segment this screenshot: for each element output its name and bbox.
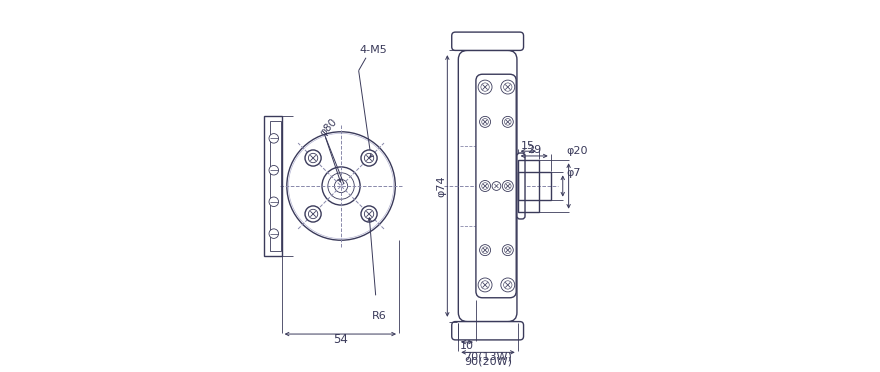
Circle shape [305,206,321,222]
Bar [517,173,551,199]
FancyBboxPatch shape [451,32,524,51]
FancyBboxPatch shape [458,51,517,321]
Circle shape [480,180,490,192]
Circle shape [269,197,279,206]
Circle shape [305,150,321,166]
FancyBboxPatch shape [476,74,517,298]
Circle shape [269,166,279,175]
Circle shape [502,245,513,256]
Circle shape [502,116,513,127]
Text: φ80: φ80 [319,117,340,138]
Circle shape [361,206,378,222]
Circle shape [480,245,490,256]
Circle shape [361,150,378,166]
Bar [264,116,282,256]
Text: 29: 29 [527,145,541,155]
Circle shape [478,80,492,94]
Circle shape [480,116,490,127]
Text: 4-M5: 4-M5 [359,45,387,55]
Bar [269,121,281,251]
FancyBboxPatch shape [517,153,525,219]
Circle shape [269,229,279,238]
Text: φ7: φ7 [567,168,581,178]
Text: 90(20W): 90(20W) [464,356,512,366]
Text: 54: 54 [333,333,348,346]
Text: φ20: φ20 [567,146,588,156]
Circle shape [492,182,501,190]
Text: φ74: φ74 [436,175,446,197]
Circle shape [501,80,515,94]
Text: R6: R6 [372,311,387,321]
FancyBboxPatch shape [451,321,524,340]
Text: 70(13W): 70(13W) [464,352,512,361]
Circle shape [502,180,513,192]
Text: 10: 10 [460,341,474,351]
Text: 15: 15 [521,141,535,151]
Bar [517,160,539,212]
Circle shape [478,278,492,292]
Circle shape [269,134,279,143]
Circle shape [501,278,515,292]
